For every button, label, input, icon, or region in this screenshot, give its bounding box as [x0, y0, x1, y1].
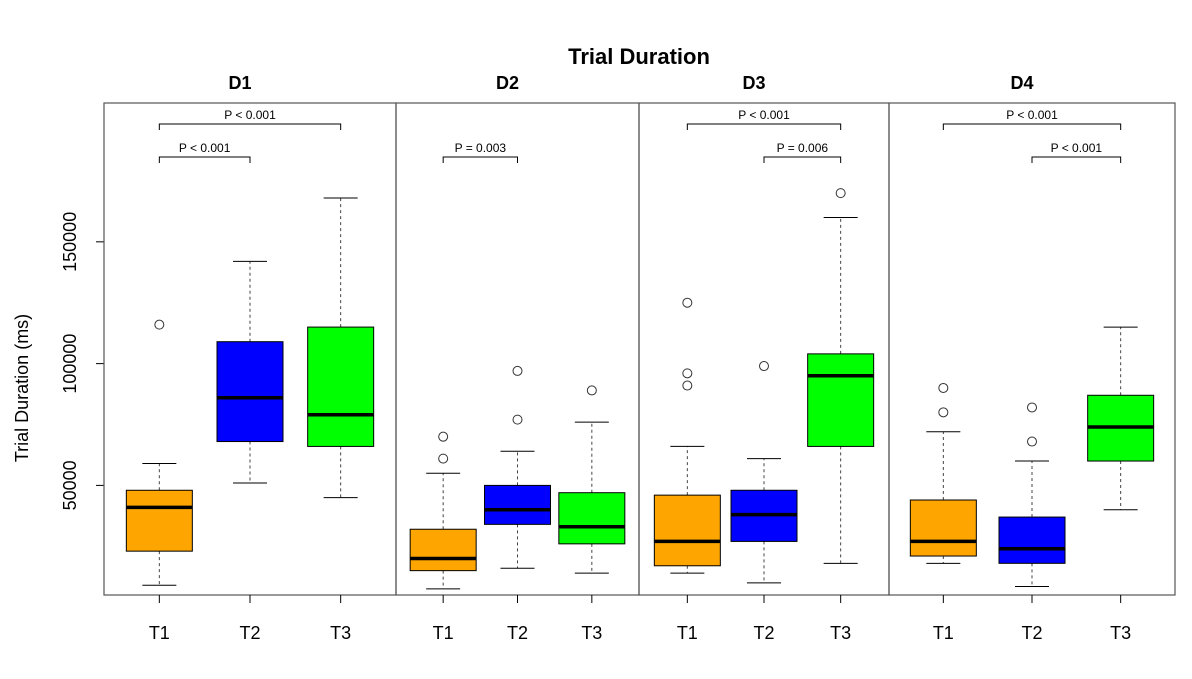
significance-bracket: P < 0.001: [1031, 141, 1122, 163]
x-tick-label: T1: [677, 623, 698, 643]
iqr-box: [409, 528, 477, 572]
x-tick-label: T2: [507, 623, 528, 643]
x-tick-label: T2: [753, 623, 774, 643]
p-value-label: P < 0.001: [1051, 141, 1103, 155]
outlier-point: [938, 407, 949, 418]
box-t2: [484, 365, 551, 569]
p-value-label: P < 0.001: [224, 108, 276, 122]
chart-title: Trial Duration: [568, 44, 710, 69]
panel-d3: D3 T1 T2 T3 P < 0.001 P = 0.006: [638, 73, 890, 643]
iqr-box: [653, 494, 721, 567]
significance-bracket: P < 0.001: [158, 141, 251, 163]
outlier-point: [938, 382, 949, 393]
outlier-point: [154, 319, 165, 330]
outlier-point: [682, 297, 693, 308]
iqr-box: [125, 489, 193, 552]
y-tick-label: 50000: [60, 460, 80, 510]
box-t2: [730, 361, 798, 584]
x-tick-label: T2: [239, 623, 260, 643]
x-tick-label: T1: [433, 623, 454, 643]
iqr-box: [216, 341, 284, 443]
panel-d1: D1 T1 T2 T3 P < 0.001 P < 0.001: [103, 73, 397, 643]
significance-bracket: P < 0.001: [942, 108, 1122, 130]
panel-d2: D2 T1 T2 T3 P = 0.003: [395, 73, 640, 643]
x-tick-label: T1: [933, 623, 954, 643]
x-tick-label: T3: [830, 623, 851, 643]
panel-title: D4: [1010, 73, 1033, 93]
outlier-point: [586, 385, 597, 396]
outlier-point: [1027, 402, 1037, 413]
bracket-line: [686, 123, 842, 130]
box-t3: [307, 197, 375, 499]
p-value-label: P < 0.001: [1006, 108, 1058, 122]
box-t3: [807, 188, 875, 564]
significance-bracket: P = 0.006: [763, 141, 842, 163]
x-tick-label: T3: [1110, 623, 1131, 643]
y-tick-label: 150000: [60, 212, 80, 272]
p-value-label: P = 0.006: [777, 141, 829, 155]
x-tick-label: T2: [1021, 623, 1042, 643]
iqr-box: [909, 499, 977, 557]
bracket-line: [763, 156, 842, 163]
panel-title: D1: [228, 73, 251, 93]
outlier-point: [759, 361, 769, 372]
outlier-point: [512, 365, 523, 376]
box-t1: [125, 319, 193, 586]
p-value-label: P < 0.001: [179, 141, 231, 155]
iqr-box: [307, 326, 375, 447]
significance-bracket: P = 0.003: [442, 141, 518, 163]
outlier-point: [682, 380, 693, 391]
bracket-line: [158, 123, 342, 130]
y-tick-label: 100000: [60, 334, 80, 394]
significance-bracket: P < 0.001: [686, 108, 842, 130]
box-t1: [909, 382, 977, 564]
outlier-point: [438, 453, 449, 464]
iqr-box: [558, 492, 626, 545]
p-value-label: P = 0.003: [455, 141, 507, 155]
box-t2: [998, 402, 1066, 587]
box-t3: [558, 385, 626, 574]
bracket-line: [158, 156, 251, 163]
x-tick-label: T1: [149, 623, 170, 643]
x-tick-label: T3: [581, 623, 602, 643]
iqr-box: [484, 484, 551, 525]
y-axis-label: Trial Duration (ms): [12, 314, 32, 462]
box-t1: [653, 297, 721, 574]
box-t1: [409, 431, 477, 590]
outlier-point: [682, 368, 693, 379]
panel-title: D3: [742, 73, 765, 93]
panels: D1 T1 T2 T3 P < 0.001 P < 0.001 D2 T1 T2 T3 P = 0.…: [103, 73, 1176, 643]
panel-d4: D4 T1 T2 T3 P < 0.001 P < 0.001: [888, 73, 1176, 643]
iqr-box: [807, 353, 875, 447]
significance-bracket: P < 0.001: [158, 108, 342, 130]
bracket-line: [942, 123, 1122, 130]
outlier-point: [438, 431, 449, 442]
outlier-point: [835, 188, 846, 199]
iqr-box: [998, 516, 1066, 564]
bracket-line: [1031, 156, 1122, 163]
x-tick-label: T3: [330, 623, 351, 643]
outlier-point: [512, 414, 523, 425]
bracket-line: [442, 156, 518, 163]
box-t3: [1087, 326, 1155, 511]
y-axis: 50000 100000 150000: [60, 212, 105, 510]
box-t2: [216, 260, 284, 484]
panel-title: D2: [496, 73, 519, 93]
p-value-label: P < 0.001: [738, 108, 790, 122]
outlier-point: [1027, 436, 1037, 447]
